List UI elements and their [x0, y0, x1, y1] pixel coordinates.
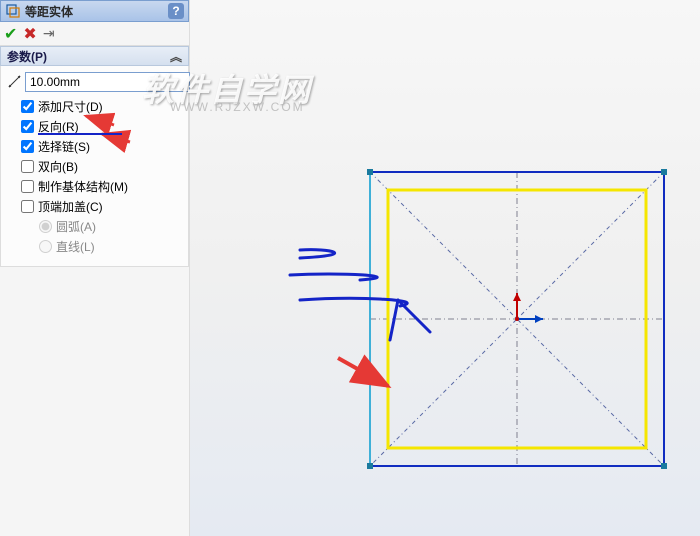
sketch-overlay — [0, 0, 700, 536]
